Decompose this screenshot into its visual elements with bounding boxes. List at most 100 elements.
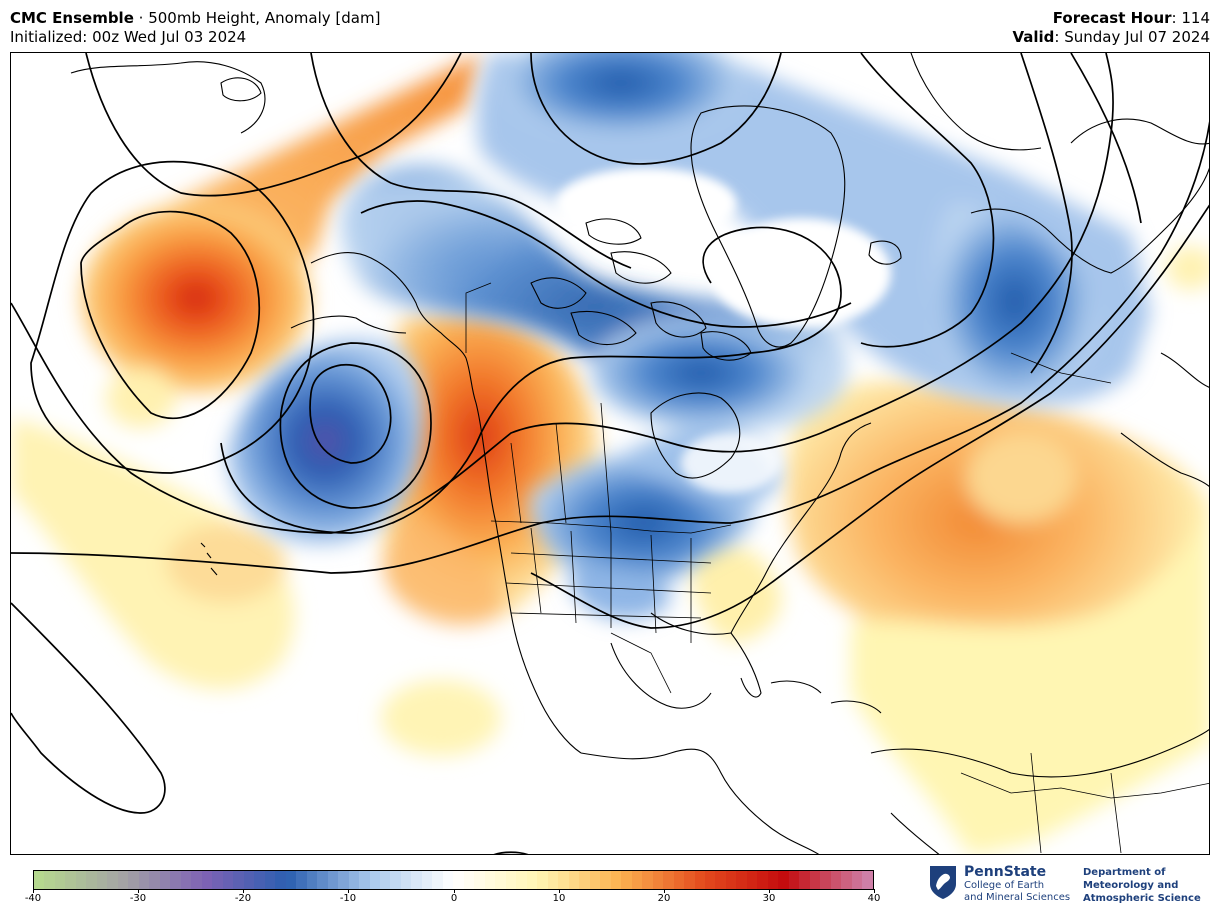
header-right: Forecast Hour: 114 Valid: Sunday Jul 07 … bbox=[1012, 9, 1210, 47]
colorbar-segment bbox=[243, 871, 255, 889]
forecast-hour-line: Forecast Hour: 114 bbox=[1012, 9, 1210, 28]
colorbar-segment bbox=[34, 871, 45, 889]
colorbar-segment bbox=[862, 871, 873, 889]
near-zero-areas bbox=[556, 168, 891, 493]
colorbar-segment bbox=[442, 871, 454, 889]
colorbar-tick-label: 40 bbox=[867, 893, 881, 904]
colorbar-tick-mark bbox=[664, 889, 665, 893]
colorbar-segment bbox=[631, 871, 643, 889]
colorbar-segment bbox=[474, 871, 485, 889]
colorbar-segment bbox=[715, 871, 726, 889]
colorbar-segment bbox=[684, 871, 695, 889]
colorbar-segment bbox=[673, 871, 685, 889]
colorbar-tick-mark bbox=[769, 889, 770, 893]
logo-pennstate-text: PennState bbox=[964, 864, 1047, 880]
forecast-hour-value: : 114 bbox=[1171, 9, 1210, 27]
colorbar bbox=[33, 870, 874, 890]
colorbar-segment bbox=[558, 871, 569, 889]
colorbar-tick-mark bbox=[33, 889, 34, 893]
valid-value: : Sunday Jul 07 2024 bbox=[1054, 28, 1210, 46]
colorbar-segment bbox=[264, 871, 276, 889]
colorbar-segment bbox=[830, 871, 842, 889]
colorbar-segment bbox=[201, 871, 213, 889]
colorbar-segment bbox=[65, 871, 76, 889]
borders bbox=[465, 282, 1209, 854]
colorbar-segment bbox=[778, 871, 789, 889]
colorbar-segment bbox=[610, 871, 622, 889]
colorbar-tick-label: 30 bbox=[762, 893, 776, 904]
colorbar-segment bbox=[170, 871, 181, 889]
colorbar-segment bbox=[841, 871, 852, 889]
valid-label: Valid bbox=[1012, 28, 1055, 46]
colorbar-segment bbox=[212, 871, 223, 889]
colorbar-tick-label: 20 bbox=[657, 893, 671, 904]
colorbar-segment bbox=[369, 871, 380, 889]
colorbar-segment bbox=[159, 871, 171, 889]
colorbar-segment bbox=[432, 871, 443, 889]
product-name: 500mb Height, Anomaly [dam] bbox=[148, 9, 381, 27]
colorbar-segment bbox=[463, 871, 475, 889]
colorbar-segment bbox=[317, 871, 328, 889]
colorbar-segment bbox=[820, 871, 831, 889]
colorbar-segment bbox=[285, 871, 297, 889]
colorbar-segment bbox=[736, 871, 747, 889]
colorbar-segment bbox=[107, 871, 118, 889]
colorbar-segment bbox=[621, 871, 632, 889]
map-panel bbox=[10, 52, 1210, 855]
colorbar-segment bbox=[180, 871, 192, 889]
pennstate-shield-icon bbox=[930, 866, 956, 899]
colorbar-tick-mark bbox=[138, 889, 139, 893]
colorbar-segment bbox=[705, 871, 716, 889]
height-contours bbox=[11, 53, 1209, 854]
colorbar-segment bbox=[75, 871, 87, 889]
colorbar-segment bbox=[44, 871, 55, 889]
colorbar-segment bbox=[694, 871, 705, 889]
valid-line: Valid: Sunday Jul 07 2024 bbox=[1012, 28, 1210, 47]
colorbar-segment bbox=[149, 871, 160, 889]
anomaly-map bbox=[11, 53, 1209, 854]
colorbar-segment bbox=[296, 871, 307, 889]
logo-college-line2: and Mineral Sciences bbox=[964, 892, 1071, 903]
colorbar-tick-label: -20 bbox=[234, 893, 252, 904]
colorbar-tick-label: 10 bbox=[552, 893, 566, 904]
colorbar-segment bbox=[600, 871, 611, 889]
colorbar-segment bbox=[495, 871, 506, 889]
colorbar-segment bbox=[379, 871, 391, 889]
colorbar-segment bbox=[138, 871, 150, 889]
colorbar-segment bbox=[128, 871, 139, 889]
pennstate-logo: PennState College of Earth and Mineral S… bbox=[928, 864, 1201, 908]
colorbar-segment bbox=[86, 871, 97, 889]
coastlines bbox=[70, 53, 1209, 854]
colorbar-segment bbox=[411, 871, 422, 889]
colorbar-segment bbox=[568, 871, 580, 889]
colorbar-segment bbox=[746, 871, 758, 889]
colorbar-segment bbox=[359, 871, 370, 889]
colorbar-segment bbox=[579, 871, 590, 889]
colorbar-tick-label: -40 bbox=[24, 893, 42, 904]
colorbar-segment bbox=[233, 871, 244, 889]
colorbar-tick-label: 0 bbox=[450, 893, 458, 904]
positive-anomalies bbox=[11, 53, 1209, 854]
model-name: CMC Ensemble bbox=[10, 9, 134, 27]
colorbar-segment bbox=[537, 871, 548, 889]
colorbar-tick-label: -30 bbox=[129, 893, 147, 904]
colorbar-segment bbox=[222, 871, 234, 889]
colorbar-segment bbox=[96, 871, 108, 889]
colorbar-tick-label: -10 bbox=[339, 893, 357, 904]
colorbar-segment bbox=[851, 871, 863, 889]
colorbar-segment bbox=[484, 871, 496, 889]
forecast-hour-label: Forecast Hour bbox=[1052, 9, 1172, 27]
header-left: CMC Ensemble · 500mb Height, Anomaly [da… bbox=[10, 9, 380, 47]
colorbar-tick-mark bbox=[559, 889, 560, 893]
title-line: CMC Ensemble · 500mb Height, Anomaly [da… bbox=[10, 9, 380, 28]
colorbar-tick-mark bbox=[454, 889, 455, 893]
anomaly-shading bbox=[11, 53, 1209, 854]
colorbar-segment bbox=[788, 871, 800, 889]
logo-college-line1: College of Earth bbox=[964, 880, 1045, 891]
colorbar-segment bbox=[757, 871, 768, 889]
colorbar-segment bbox=[54, 871, 66, 889]
colorbar-segment bbox=[191, 871, 202, 889]
colorbar-segment bbox=[338, 871, 349, 889]
colorbar-segment bbox=[589, 871, 601, 889]
title-separator: · bbox=[133, 9, 149, 27]
